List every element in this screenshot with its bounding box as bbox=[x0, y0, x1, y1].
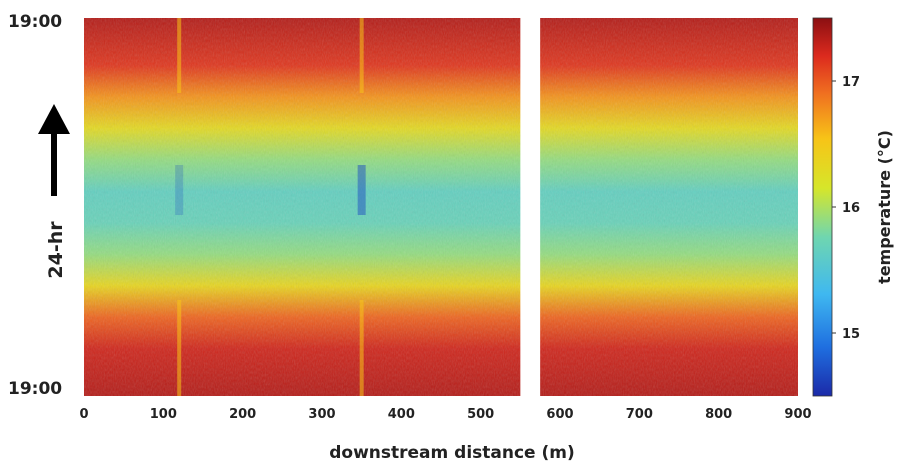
y-tick-top: 19:00 bbox=[8, 12, 62, 32]
time-direction-arrow bbox=[38, 104, 70, 196]
x-tick-label: 800 bbox=[705, 407, 732, 422]
anomaly-streak bbox=[175, 18, 184, 396]
x-tick-label: 100 bbox=[150, 407, 177, 422]
x-tick-label: 400 bbox=[388, 407, 415, 422]
heatmap-noise-1 bbox=[84, 18, 521, 396]
colorbar-tick-label: 17 bbox=[842, 75, 860, 90]
time-direction-label: 24-hr bbox=[45, 221, 67, 279]
x-axis-ticks: 0 100 200 300 400 500 600 700 800 900 bbox=[79, 407, 811, 422]
heatmap-noise-2 bbox=[540, 18, 798, 396]
colorbar-ticks: 15 16 17 bbox=[832, 75, 860, 342]
colorbar bbox=[812, 17, 833, 397]
heatmap-panels bbox=[84, 18, 798, 396]
colorbar-tick-label: 15 bbox=[842, 327, 860, 342]
x-tick-label: 300 bbox=[308, 407, 335, 422]
y-tick-bottom: 19:00 bbox=[8, 379, 62, 399]
colorbar-label: temperature (°C) bbox=[875, 130, 894, 284]
x-tick-label: 500 bbox=[467, 407, 494, 422]
x-tick-label: 600 bbox=[546, 407, 573, 422]
x-tick-label: 700 bbox=[626, 407, 653, 422]
colorbar-tick-label: 16 bbox=[842, 201, 860, 216]
x-tick-label: 900 bbox=[784, 407, 811, 422]
anomaly-streak bbox=[357, 18, 366, 396]
x-axis-label: downstream distance (m) bbox=[329, 443, 575, 463]
x-tick-label: 0 bbox=[79, 407, 88, 422]
x-tick-label: 200 bbox=[229, 407, 256, 422]
